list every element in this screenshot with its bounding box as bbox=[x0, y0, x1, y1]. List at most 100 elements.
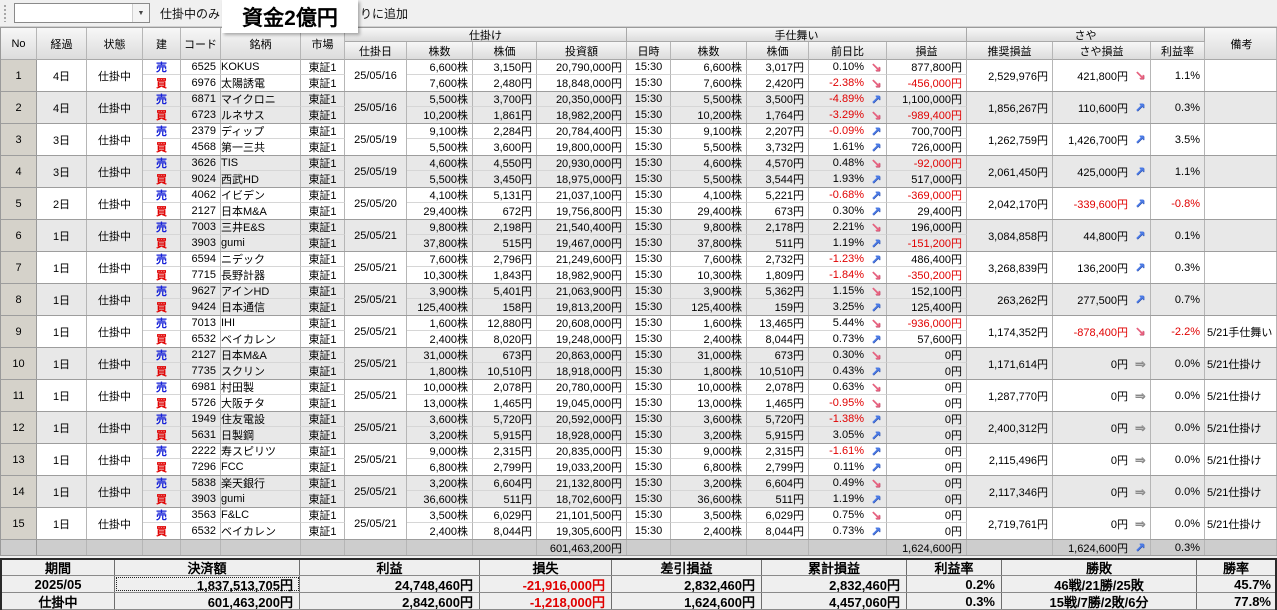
header-entry-group: 仕掛け bbox=[345, 28, 627, 42]
header-pl: 損益 bbox=[887, 42, 967, 60]
summary-settled-cell[interactable]: 601,463,200円 bbox=[115, 593, 300, 609]
position-row[interactable]: 2 4日 仕掛中売 6871 マイクロニ 東証1 買 6723 ルネサス 東証1 25/05/16 5… bbox=[1, 92, 1277, 124]
entry-shares: 5,500株 bbox=[407, 171, 473, 187]
recommended-pl: 2,042,170円 bbox=[967, 188, 1053, 219]
exit-time: 15:30 bbox=[627, 203, 671, 219]
exit-price: 3,544円 bbox=[747, 171, 809, 187]
row-number: 1 bbox=[1, 60, 37, 91]
position-row[interactable]: 5 2日 仕掛中売 4062 イビデン 東証1 買 2127 日本M&A 東証1 25/05/20 4… bbox=[1, 188, 1277, 220]
entry-shares: 10,300株 bbox=[407, 267, 473, 283]
entry-amount: 19,248,000円 bbox=[537, 331, 627, 347]
profit-rate: 1.1% bbox=[1151, 60, 1205, 91]
side-label: 買 bbox=[143, 331, 181, 347]
add-to-list-button[interactable]: りに追加 bbox=[360, 7, 409, 21]
leg-pl: 0円 bbox=[887, 459, 967, 475]
toolbar-grip-icon[interactable] bbox=[3, 4, 7, 22]
leg-pl: 1,100,000円 bbox=[887, 92, 967, 107]
position-row[interactable]: 4 3日 仕掛中売 3626 TIS 東証1 買 9024 西武HD 東証1 25/05/19 4,6… bbox=[1, 156, 1277, 188]
stock-code: 3903 bbox=[181, 235, 221, 251]
side-label: 買 bbox=[143, 299, 181, 315]
header-exit-group: 手仕舞い bbox=[627, 28, 967, 42]
total-investment: 601,463,200円 bbox=[537, 540, 627, 555]
stock-code: 9024 bbox=[181, 171, 221, 187]
entry-shares: 7,600株 bbox=[407, 252, 473, 267]
summary-row-open: 仕掛中 601,463,200円 2,842,600円 -1,218,000円 … bbox=[2, 593, 1275, 610]
summary-header-rate: 利益率 bbox=[907, 560, 1002, 575]
header-exit-shares: 株数 bbox=[671, 42, 747, 60]
stock-name: IHI bbox=[221, 316, 301, 331]
position-row[interactable]: 1 4日 仕掛中売 6525 KOKUS 東証1 買 6976 太陽誘電 東証1 25/05/16 6… bbox=[1, 60, 1277, 92]
position-row[interactable]: 6 1日 仕掛中売 7003 三井E&S 東証1 買 3903 gumi 東証1 25/05/21 9… bbox=[1, 220, 1277, 252]
leg-pl: 0円 bbox=[887, 427, 967, 443]
position-row[interactable]: 15 1日 仕掛中売 3563 F&LC 東証1 買 6532 ベイカレン 東証1 25/05/21… bbox=[1, 508, 1277, 540]
entry-shares: 37,800株 bbox=[407, 235, 473, 251]
spread-pl-value: 0円 bbox=[1110, 454, 1128, 467]
market: 東証1 bbox=[301, 395, 345, 411]
entry-amount: 18,982,900円 bbox=[537, 267, 627, 283]
elapsed-days: 3日 bbox=[37, 156, 87, 187]
recommended-pl: 3,084,858円 bbox=[967, 220, 1053, 251]
row-number: 6 bbox=[1, 220, 37, 251]
entry-price: 515円 bbox=[473, 235, 537, 251]
exit-time: 15:30 bbox=[627, 156, 671, 171]
position-row[interactable]: 9 1日 仕掛中売 7013 IHI 東証1 買 6532 ベイカレン 東証1 25/05/21 1,… bbox=[1, 316, 1277, 348]
entry-shares: 3,200株 bbox=[407, 476, 473, 491]
side-label: 買 bbox=[143, 107, 181, 123]
position-row[interactable]: 11 1日 仕掛中売 6981 村田製 東証1 買 5726 大阪チタ 東証1 25/05/21 10… bbox=[1, 380, 1277, 412]
market: 東証1 bbox=[301, 156, 345, 171]
exit-time: 15:30 bbox=[627, 92, 671, 107]
exit-time: 15:30 bbox=[627, 427, 671, 443]
elapsed-days: 4日 bbox=[37, 60, 87, 91]
position-row[interactable]: 8 1日 仕掛中売 9627 アインHD 東証1 買 9424 日本通信 東証1 25/05/21 3… bbox=[1, 284, 1277, 316]
entry-shares: 125,400株 bbox=[407, 299, 473, 315]
chevron-down-icon[interactable]: ▼ bbox=[132, 4, 149, 22]
header-side: 建 bbox=[143, 28, 181, 60]
trend-flat-icon: ⇒ bbox=[1134, 388, 1146, 403]
position-row[interactable]: 13 1日 仕掛中売 2222 寿スピリツ 東証1 買 7296 FCC 東証1 25/05/21 9… bbox=[1, 444, 1277, 476]
profit-rate: 0.3% bbox=[1151, 92, 1205, 123]
table-header: No 経過 状態 建 コード 銘柄 市場 仕掛け 仕掛日 株数 株価 投資額 手… bbox=[1, 28, 1277, 60]
note bbox=[1205, 220, 1277, 251]
status: 仕掛中 bbox=[87, 380, 143, 411]
prev-day-ratio: 5.44% ↘ bbox=[809, 316, 887, 331]
summary-period: 2025/05 bbox=[2, 576, 115, 592]
stock-name: ルネサス bbox=[221, 107, 301, 123]
exit-price: 2,420円 bbox=[747, 75, 809, 91]
trend-down-icon: ↘ bbox=[870, 316, 882, 331]
summary-rate: 0.2% bbox=[907, 576, 1002, 592]
pair-identity: 売 1949 住友電設 東証1 買 5631 日製鋼 東証1 bbox=[143, 412, 345, 443]
prev-day-ratio-value: 0.48% bbox=[832, 157, 864, 169]
entry-price: 2,284円 bbox=[473, 124, 537, 139]
exit-shares: 3,200株 bbox=[671, 427, 747, 443]
position-row[interactable]: 14 1日 仕掛中売 5838 楽天銀行 東証1 買 3903 gumi 東証1 25/05/21 3… bbox=[1, 476, 1277, 508]
exit-time: 15:30 bbox=[627, 491, 671, 507]
position-row[interactable]: 7 1日 仕掛中売 6594 ニデック 東証1 買 7715 長野計器 東証1 25/05/21 7,… bbox=[1, 252, 1277, 284]
entry-price: 8,044円 bbox=[473, 523, 537, 539]
entry-shares: 1,600株 bbox=[407, 316, 473, 331]
entry-shares: 5,500株 bbox=[407, 92, 473, 107]
position-row[interactable]: 3 3日 仕掛中売 2379 ディップ 東証1 買 4568 第一三共 東証1 25/05/19 9,… bbox=[1, 124, 1277, 156]
trend-up-icon: ↗ bbox=[1134, 100, 1146, 115]
trend-down-icon: ↘ bbox=[870, 380, 882, 395]
trend-up-icon: ↗ bbox=[1134, 132, 1146, 147]
summary-settled-cell[interactable]: 1,837,513,705円 bbox=[115, 576, 300, 592]
side-label: 売 bbox=[143, 60, 181, 75]
row-number: 2 bbox=[1, 92, 37, 123]
filter-toggle[interactable]: 仕掛中のみ bbox=[160, 7, 221, 21]
entry-price: 2,799円 bbox=[473, 459, 537, 475]
recommended-pl: 1,171,614円 bbox=[967, 348, 1053, 379]
position-row[interactable]: 12 1日 仕掛中売 1949 住友電設 東証1 買 5631 日製鋼 東証1 25/05/21 3,… bbox=[1, 412, 1277, 444]
entry-price: 2,198円 bbox=[473, 220, 537, 235]
entry-amount: 20,784,400円 bbox=[537, 124, 627, 139]
pair-figures: 6,600株 3,150円 20,790,000円 15:30 6,600株 3,017円… bbox=[407, 60, 967, 91]
position-row[interactable]: 10 1日 仕掛中売 2127 日本M&A 東証1 買 7735 スクリン 東証1 25/05/21… bbox=[1, 348, 1277, 380]
trend-up-icon: ↗ bbox=[870, 363, 882, 379]
note: 5/21仕掛け bbox=[1205, 380, 1277, 411]
prev-day-ratio: -0.09% ↗ bbox=[809, 124, 887, 139]
exit-time: 15:30 bbox=[627, 220, 671, 235]
profit-rate: 0.7% bbox=[1151, 284, 1205, 315]
side-label: 売 bbox=[143, 476, 181, 491]
strategy-select[interactable]: ▼ bbox=[14, 3, 150, 23]
trend-up-icon: ↗ bbox=[870, 235, 882, 251]
stock-code: 3626 bbox=[181, 156, 221, 171]
